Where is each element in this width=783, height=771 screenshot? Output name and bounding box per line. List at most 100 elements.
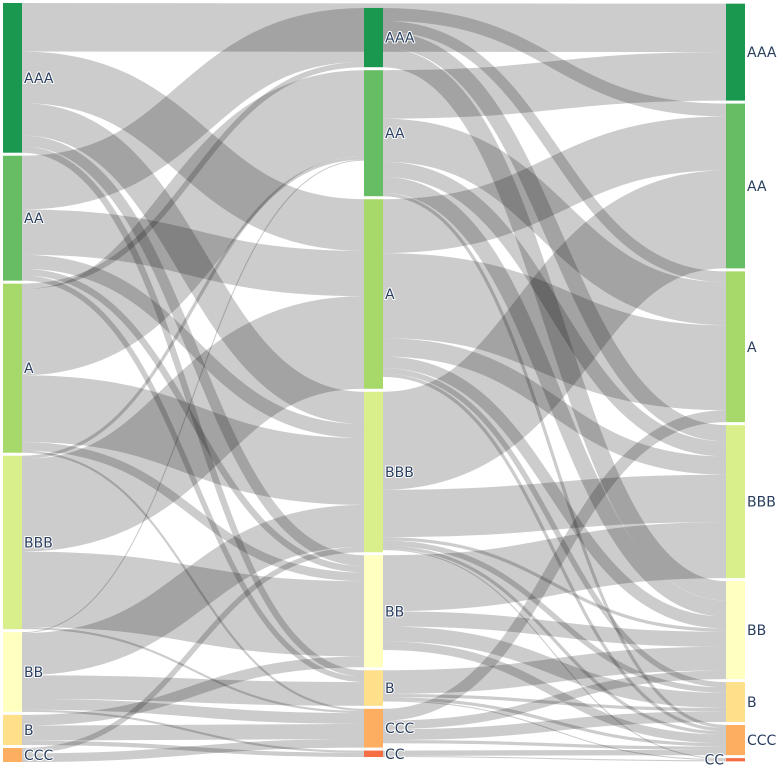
link-c1_B-to-c2_CCC [382,697,727,747]
node-c0_B [3,714,22,745]
link-c1_BB-to-c2_BB [382,611,727,647]
node-label-c1_A: A [385,287,395,303]
node-c2_AA [726,103,745,269]
link-c1_AAA-to-c2_AA [382,7,727,117]
link-c1_CCC-to-c2_CCC [382,740,727,750]
node-label-c1_AA: AA [385,126,405,142]
node-label-c2_BBB: BBB [747,495,776,511]
node-c2_AAA [726,3,745,101]
link-c0_A-to-c1_AAA [21,61,365,290]
link-c1_A-to-c2_AA [382,116,727,254]
node-c1_BB [364,555,383,668]
node-label-c1_CC: CC [385,747,405,763]
link-c0_AA-to-c1_AAA [21,7,365,210]
node-c1_AA [364,70,383,197]
link-c1_BBB-to-c2_AA [380,170,729,490]
node-label-c0_BBB: BBB [24,535,53,551]
link-c1_CCC-to-c2_B [382,711,727,741]
link-c1_AA-to-c2_CCC [382,192,727,729]
link-c1_A-to-c2_BB [382,356,727,629]
node-label-c2_B: B [747,695,757,711]
node-label-c0_BB: BB [24,665,43,681]
sankey-labels: AAAAAABBBBBBCCCAAAAAABBBBBBCCCCCAAAAAABB… [23,30,778,770]
link-c1_BB-to-c2_BBB [382,522,727,612]
node-label-c1_BB: BB [385,604,404,620]
link-c1_BBB-to-c2_B [382,540,727,693]
link-c1_BBB-to-c2_BBB [382,474,727,538]
node-label-c0_B: B [24,723,34,739]
node-c2_A [726,271,745,423]
link-c1_BBB-to-c2_BB [382,537,727,632]
link-c1_A-to-c2_B [382,368,727,688]
node-c0_BBB [3,455,22,630]
link-c0_CCC-to-c1_BBB [21,546,365,754]
link-c1_BBB-to-c2_CC [382,549,727,760]
link-c0_AA-to-c1_A [21,209,365,297]
node-label-c0_A: A [24,361,34,377]
node-c0_AA [3,155,22,281]
link-c1_B-to-c2_B [382,693,727,712]
node-label-c0_AAA: AAA [24,71,54,87]
link-c0_A-to-c1_BBB [21,375,365,505]
link-c1_CCC-to-c2_A [382,410,727,721]
node-label-c1_AAA: AAA [385,31,415,47]
node-label-c2_CC: CC [704,753,724,769]
link-c1_CC-to-c2_CCC [382,749,727,756]
node-label-c2_CCC: CCC [747,733,777,749]
sankey-nodes [3,3,745,762]
node-label-c2_AA: AA [747,179,767,195]
node-c1_CC [364,750,383,758]
node-label-c1_B: B [385,681,395,697]
node-c1_CCC [364,708,383,748]
link-c1_AA-to-c2_BB [382,176,727,617]
link-c0_AAA-to-c1_B [21,146,365,677]
link-c1_A-to-c2_BBB [382,338,727,475]
link-c0_AAA-to-c1_BBB [21,103,365,425]
node-c2_CCC [726,724,745,756]
link-c0_BB-to-c1_BBB [21,504,365,676]
link-c0_BBB-to-c1_CCC [21,626,365,714]
link-c0_A-to-c1_AA [20,70,366,376]
link-c0_BB-to-c1_CCC [21,698,365,724]
link-c0_AAA-to-c1_A [21,51,365,251]
node-c1_B [364,670,383,706]
link-c0_B-to-c1_CCC [21,723,365,741]
node-c0_AAA [3,3,22,153]
node-c1_AAA [364,7,383,68]
link-c0_AA-to-c1_B [21,275,365,683]
link-c0_B-to-c1_BB [21,656,365,726]
node-label-c2_BB: BB [747,623,766,639]
link-c0_BB-to-c1_AA [21,159,365,634]
node-c2_BB [726,581,745,680]
link-c0_CCC-to-c1_CCC [21,738,365,763]
link-c1_A-to-c2_CCC [382,373,727,732]
link-c1_AA-to-c2_AAA [382,52,727,119]
link-c0_AA-to-c1_BBB [21,254,365,439]
link-c1_A-to-c2_A [382,253,727,411]
node-label-c1_CCC: CCC [385,721,415,737]
link-c1_AAA-to-c2_BB [382,47,727,601]
node-label-c1_BBB: BBB [385,465,414,481]
link-c1_BB-to-c2_B [382,626,727,708]
link-c0_AAA-to-c1_BB [21,135,365,567]
link-c0_BBB-to-c1_BB [21,551,365,657]
link-c1_B-to-c2_BB [382,646,727,694]
link-c1_CC-to-c2_CC [382,755,727,762]
node-label-c2_A: A [747,340,757,356]
link-c0_BBB-to-c1_AA [21,156,365,459]
link-c0_A-to-c1_CCC [21,450,365,711]
link-c1_AAA-to-c2_BBB [382,31,727,442]
link-c1_AAA-to-c2_A [382,20,727,283]
node-c2_CC [726,758,745,762]
node-label-c0_CCC: CCC [24,748,54,764]
node-c1_A [364,199,383,389]
link-c1_BB-to-c2_CCC [382,641,727,744]
node-c0_CCC [3,747,22,762]
node-c1_BBB [364,391,383,553]
node-label-c0_AA: AA [24,211,44,227]
sankey-links [20,3,729,763]
link-c0_A-to-c1_BB [21,441,365,582]
node-c2_BBB [726,425,745,579]
link-c1_AA-to-c2_A [382,118,727,326]
